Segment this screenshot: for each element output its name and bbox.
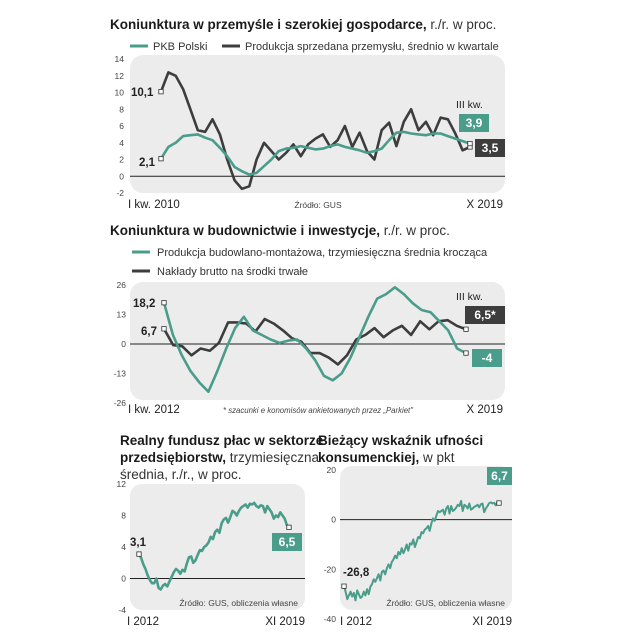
source-note: Źródło: GUS, obliczenia własne [179,598,298,608]
series-line-green [159,130,472,176]
start-marker [158,89,164,95]
y-tick-label: 8 [119,104,124,114]
y-tick-label: -2 [116,188,124,198]
construction-chart: Koniunktura w budownictwie i inwestycje,… [110,223,505,416]
start-label-consumer: -26,8 [343,567,370,579]
y-tick-label: -13 [114,369,127,379]
y-tick-label: 8 [121,511,126,521]
series-lines [341,500,502,602]
x-end-label: XI 2019 [472,616,512,628]
x-start-label: I kw. 2010 [128,199,180,211]
end-marker [463,350,469,356]
series-lines [161,285,469,394]
construction-chart-title: Koniunktura w budownictwie i inwestycje,… [110,223,450,238]
badge-construction-end-value: -4 [482,351,493,365]
legend-label-industry: Produkcja sprzedana przemysłu, średnio w… [245,41,499,53]
legend-label-construction: Produkcja budowlano-montażowa, trzymiesi… [157,247,488,259]
y-tick-label: 12 [117,479,127,489]
legend-label-gdp: PKB Polski [153,41,207,53]
badge-construction-end [472,349,502,367]
series-line-dark [162,317,468,366]
wages-title-line1: Realny fundusz płac w sektorze [120,433,324,448]
start-marker [136,551,142,557]
badge-wages-end [272,533,302,551]
footnote: * szacunki e konomisów ankietowanych prz… [223,406,414,415]
badge-investment-end-value: 6,5* [474,308,496,322]
x-end-label: XI 2019 [265,616,305,628]
y-tick-label: 13 [117,310,127,320]
y-tick-label: 0 [119,171,124,181]
x-end-label: X 2019 [467,199,503,211]
series-lines [136,501,292,591]
x-end-label: X 2019 [467,404,503,416]
y-tick-label: 6 [119,121,124,131]
badge-wages-end-value: 6,5 [279,535,296,549]
y-tick-label: 12 [115,71,125,81]
badge-gdp-end-value: 3,9 [466,116,483,130]
start-label-investment: 6,7 [141,326,157,338]
start-label-gdp: 2,1 [139,157,156,169]
badge-consumer-end-value: 6,7 [491,469,508,483]
wages-chart: Realny fundusz płac w sektorze przedsięb… [117,433,324,628]
plot-area [130,282,505,400]
y-tick-label: 0 [121,574,126,584]
y-tick-label: 4 [119,138,124,148]
y-tick-label: 4 [121,542,126,552]
badge-consumer-end [487,467,512,485]
end-marker [496,500,502,506]
wages-title-line3: średnia, r./r., w proc. [120,467,242,482]
source-note: Źródło: GUS, obliczenia własne [386,598,505,608]
start-label-industry: 10,1 [131,87,154,99]
series-line-green [137,501,291,591]
y-tick-label: -40 [324,614,337,624]
start-marker [161,300,167,306]
y-axis-ticks: 12 8 4 0 -4 [117,479,127,615]
badge-investment-end [465,306,505,324]
plot-area [130,55,505,193]
y-tick-label: -4 [118,605,126,615]
industry-chart: Koniunktura w przemyśle i szerokiej gosp… [110,17,505,211]
series-lines [158,71,473,191]
end-marker [286,524,292,530]
badge-industry-end-value: 3,5 [482,141,499,155]
quarter-label: III kw. [456,99,483,111]
y-axis-ticks: 20 0 -20 -40 [324,465,337,624]
y-tick-label: 0 [331,515,336,525]
y-tick-label: 26 [117,280,127,290]
start-marker [158,156,164,162]
industry-chart-title: Koniunktura w przemyśle i szerokiej gosp… [110,17,496,32]
x-start-label: I kw. 2012 [128,404,180,416]
y-axis-ticks: 14 12 10 8 6 4 2 0 -2 [115,54,125,198]
wages-title-line2: przedsiębiorstw, trzymiesięczna [120,450,320,465]
start-marker [161,326,167,332]
start-marker [341,583,347,589]
consumer-title-line2: konsumenckiej, w pkt [318,450,455,465]
y-tick-label: -26 [114,398,127,408]
y-tick-label: 2 [119,155,124,165]
consumer-title-line1: Bieżący wskaźnik ufności [318,433,483,448]
quarter-label: III kw. [456,291,483,303]
consumer-chart: Bieżący wskaźnik ufności konsumenckiej, … [318,433,512,628]
end-marker [467,140,473,147]
badge-gdp-end [459,114,489,132]
y-tick-label: 20 [327,465,337,475]
legend-label-investment: Nakłady brutto na środki trwałe [157,266,308,278]
y-tick-label: 0 [121,339,126,349]
x-start-label: I 2012 [340,616,372,628]
end-marker [463,326,469,332]
x-start-label: I 2012 [127,616,159,628]
y-tick-label: 14 [115,54,125,64]
plot-area [340,466,512,610]
series-line-green [343,500,500,602]
start-label-wages: 3,1 [130,537,147,549]
series-line-green [162,285,468,394]
badge-industry-end [475,139,505,157]
start-label-construction: 18,2 [133,298,155,310]
y-axis-ticks: 26 13 0 -13 -26 [114,280,127,408]
source-note: Źródło: GUS [294,200,342,210]
y-tick-label: 10 [115,88,125,98]
y-tick-label: -20 [324,564,337,574]
series-line-dark [159,71,472,191]
